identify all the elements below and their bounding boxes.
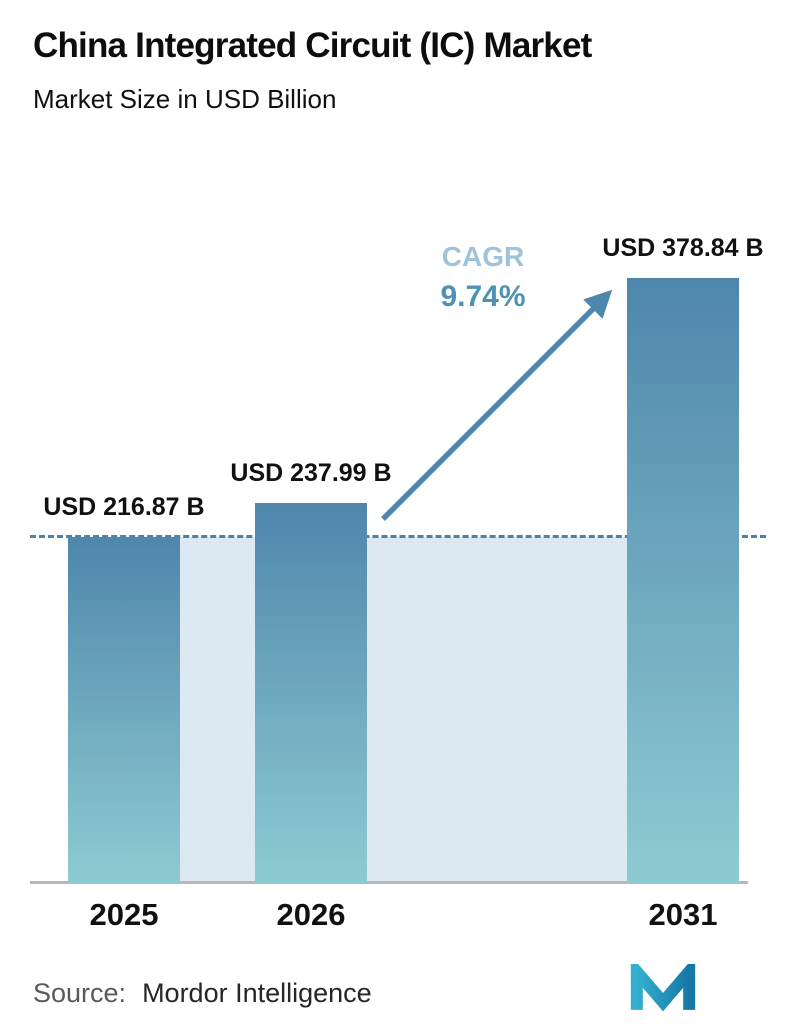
bar-2025: [68, 536, 180, 883]
bar-2031: [627, 278, 739, 883]
page-title: China Integrated Circuit (IC) Market: [33, 26, 592, 65]
x-tick-label-2031: 2031: [648, 897, 718, 932]
cagr-annotation: CAGR 9.74%: [404, 241, 562, 314]
bar-value-label-2025: USD 216.87 B: [43, 492, 205, 521]
mordor-logo-icon: [630, 964, 696, 1012]
reference-area-fill: [180, 536, 627, 883]
cagr-label: CAGR: [441, 241, 525, 272]
page-subtitle: Market Size in USD Billion: [33, 84, 337, 114]
x-tick-label-2025: 2025: [89, 897, 159, 932]
x-tick-label-2026: 2026: [276, 897, 346, 932]
bar-value-label-2026: USD 237.99 B: [230, 458, 392, 487]
source-label: Source:: [33, 978, 127, 1008]
reference-dashed-line: [30, 534, 766, 538]
source-row: Source: Mordor Intelligence: [33, 978, 372, 1009]
source-value: Mordor Intelligence: [142, 978, 372, 1008]
bar-value-label-2031: USD 378.84 B: [602, 234, 764, 262]
cagr-value: 9.74%: [440, 280, 526, 313]
x-axis-line: [30, 881, 748, 884]
bar-2026: [255, 502, 367, 883]
